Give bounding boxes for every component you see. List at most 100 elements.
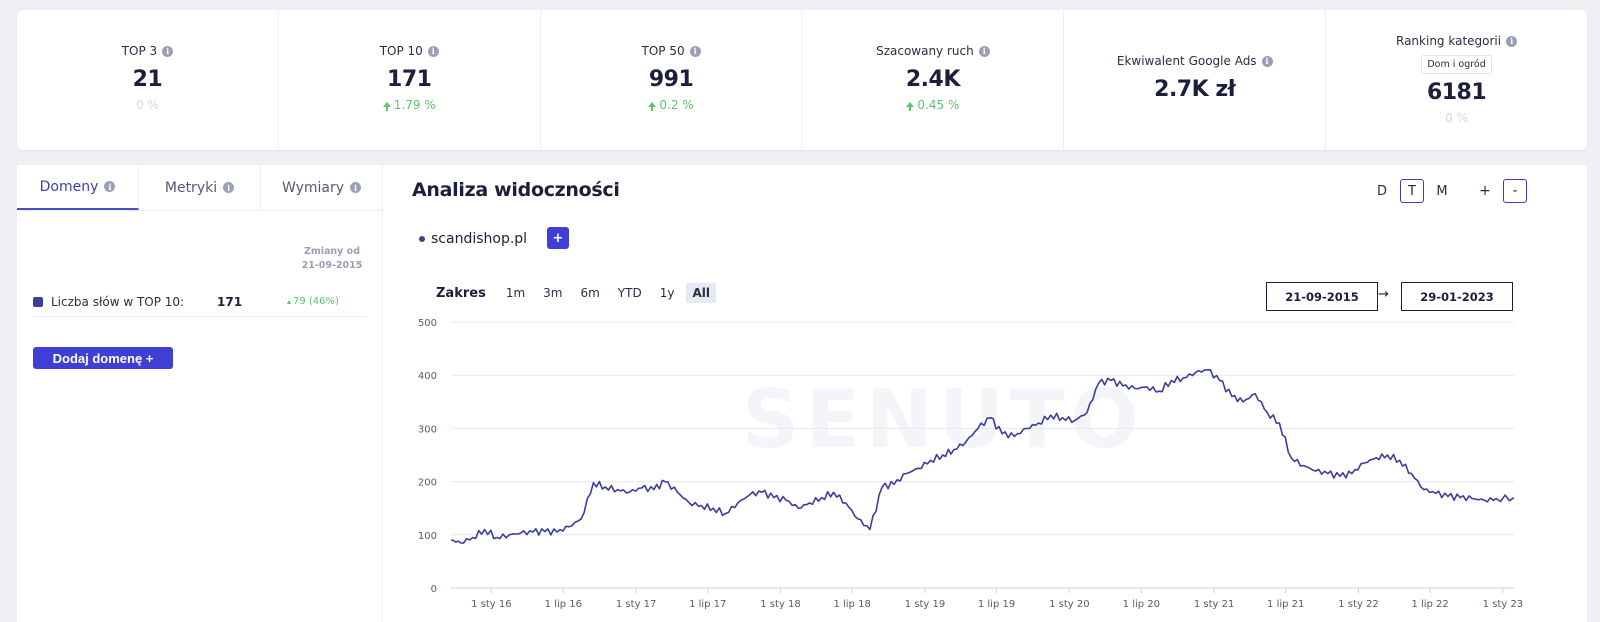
zoom-controls: + - xyxy=(1473,179,1527,203)
arrow-up-icon xyxy=(648,101,657,111)
y-tick-label: 200 xyxy=(418,478,437,489)
stat-label: TOP 10 xyxy=(379,44,423,58)
x-tick-label: 1 lip 22 xyxy=(1411,599,1448,610)
stat-label: Szacowany ruch xyxy=(876,44,974,58)
x-tick-label: 1 sty 16 xyxy=(471,599,512,610)
changes-since-header: Zmiany od 21-09-2015 xyxy=(297,245,367,273)
stat-value: 2.4K xyxy=(905,67,961,92)
stat-value: 171 xyxy=(387,67,432,92)
stat-top3: TOP 3 i 21 0 % xyxy=(17,10,279,150)
info-icon[interactable]: i xyxy=(162,45,174,57)
metric-change: 79 (46%) xyxy=(287,296,339,307)
x-tick-label: 1 sty 21 xyxy=(1194,599,1235,610)
visibility-panel: SENUTO 0 100 200 300 400 500 1 sty 16 1 lip 16… xyxy=(383,165,1587,622)
info-icon[interactable]: i xyxy=(978,45,990,57)
y-tick-label: 400 xyxy=(418,371,437,382)
metric-label: Liczba słów w TOP 10: xyxy=(51,294,185,309)
stat-value: 6181 xyxy=(1426,80,1487,105)
x-tick-label: 1 lip 19 xyxy=(978,599,1015,610)
info-icon[interactable]: i xyxy=(104,181,116,192)
date-from-input[interactable]: 21-09-2015 xyxy=(1266,282,1378,311)
date-to-input[interactable]: 29-01-2023 xyxy=(1401,282,1513,311)
tab-label: Metryki xyxy=(164,179,218,196)
legend-domain-label: scandishop.pl xyxy=(431,231,528,247)
series-legend[interactable]: scandishop.pl xyxy=(419,231,527,247)
range-ytd-button[interactable]: YTD xyxy=(617,286,642,300)
info-icon[interactable]: i xyxy=(1261,55,1273,67)
stat-change: 0.45 % xyxy=(906,98,959,112)
arrow-up-icon xyxy=(906,101,915,111)
range-3m-button[interactable]: 3m xyxy=(543,286,563,300)
page-title: Analiza widoczności xyxy=(412,179,620,201)
stat-value: 2.7K zł xyxy=(1154,77,1236,102)
y-tick-label: 300 xyxy=(418,424,437,435)
range-1m-button[interactable]: 1m xyxy=(505,286,526,300)
stat-change-text: 0 % xyxy=(1445,111,1468,125)
period-day-button[interactable]: D xyxy=(1376,183,1387,199)
zoom-out-button[interactable]: - xyxy=(1503,179,1527,203)
y-tick-label: 500 xyxy=(418,318,437,329)
arrow-up-icon xyxy=(287,299,291,304)
range-selector: Zakres 1m 3m 6m YTD 1y All xyxy=(436,283,716,303)
metric-row[interactable]: Liczba słów w TOP 10: 171 79 (46%) xyxy=(33,287,367,317)
range-6m-button[interactable]: 6m xyxy=(580,286,600,300)
metric-value: 171 xyxy=(217,294,243,309)
stat-google-ads-equivalent: Ekwiwalent Google Ads i 2.7K zł xyxy=(1064,10,1327,150)
tab-label: Domeny xyxy=(39,178,99,195)
stats-card: TOP 3 i 21 0 % TOP 10 i 171 1.79 % TOP 5… xyxy=(17,10,1587,150)
period-week-button[interactable]: T xyxy=(1400,179,1424,203)
stat-label: Ekwiwalent Google Ads xyxy=(1116,54,1257,68)
range-label: Zakres xyxy=(436,285,486,301)
tab-metrics[interactable]: Metryki i xyxy=(139,165,261,210)
tab-domains[interactable]: Domeny i xyxy=(17,165,139,210)
x-tick-label: 1 lip 17 xyxy=(689,599,726,610)
x-tick-label: 1 sty 19 xyxy=(905,599,946,610)
watermark-text: SENUTO xyxy=(742,373,1145,466)
left-panel: Domeny i Metryki i Wymiary i Zmiany od 2… xyxy=(17,165,383,622)
range-1y-button[interactable]: 1y xyxy=(659,286,675,300)
x-tick-label: 1 sty 23 xyxy=(1483,599,1524,610)
y-tick-label: 0 xyxy=(431,584,437,595)
info-icon[interactable]: i xyxy=(427,45,439,57)
x-tick-label: 1 lip 20 xyxy=(1123,599,1160,610)
date-range-arrow: → xyxy=(1378,287,1389,302)
add-domain-button[interactable]: Dodaj domenę + xyxy=(33,347,173,369)
metric-change-text: 79 (46%) xyxy=(293,296,339,307)
stat-change-text: 0 % xyxy=(135,98,159,112)
changes-header-date: 21-09-2015 xyxy=(301,260,363,271)
stat-top10: TOP 10 i 171 1.79 % xyxy=(279,10,541,150)
stat-label: TOP 3 xyxy=(121,44,158,58)
info-icon[interactable]: i xyxy=(1506,35,1518,47)
x-tick-label: 1 lip 21 xyxy=(1267,599,1304,610)
x-tick-label: 1 lip 16 xyxy=(545,599,582,610)
period-selector: D T M xyxy=(1370,179,1454,203)
stat-value: 21 xyxy=(132,67,163,92)
stat-change: 0.2 % xyxy=(648,98,694,112)
stat-change-text: 0.2 % xyxy=(659,98,694,112)
x-axis: 1 sty 16 1 lip 16 1 sty 17 1 lip 17 1 sty 18… xyxy=(471,588,1523,610)
stat-change-text: 0.45 % xyxy=(917,98,960,112)
stat-change: 1.79 % xyxy=(382,98,436,112)
category-tag[interactable]: Dom i ogród xyxy=(1421,55,1492,74)
info-icon[interactable]: i xyxy=(223,182,235,193)
info-icon[interactable]: i xyxy=(689,45,701,57)
visibility-chart: SENUTO 0 100 200 300 400 500 1 sty 16 1 lip 16… xyxy=(418,318,1523,610)
arrow-up-icon xyxy=(382,101,391,111)
info-icon[interactable]: i xyxy=(350,182,362,193)
stat-top50: TOP 50 i 991 0.2 % xyxy=(541,10,803,150)
zoom-in-button[interactable]: + xyxy=(1479,183,1491,199)
stat-label: Ranking kategorii xyxy=(1396,34,1502,48)
y-tick-label: 100 xyxy=(418,531,437,542)
add-series-button[interactable]: + xyxy=(547,227,569,249)
range-all-button[interactable]: All xyxy=(686,283,716,303)
series-line-scandishop[interactable] xyxy=(450,369,1515,544)
stat-label: TOP 50 xyxy=(641,44,685,58)
stat-change: 0 % xyxy=(1445,111,1468,125)
stat-category-ranking: Ranking kategorii i Dom i ogród 6181 0 % xyxy=(1326,10,1587,150)
changes-header-line: Zmiany od xyxy=(303,246,361,257)
tab-dimensions[interactable]: Wymiary i xyxy=(261,165,382,210)
x-tick-label: 1 sty 17 xyxy=(616,599,657,610)
legend-dot xyxy=(419,236,425,242)
period-month-button[interactable]: M xyxy=(1436,183,1448,199)
stat-change: 0 % xyxy=(136,98,159,112)
